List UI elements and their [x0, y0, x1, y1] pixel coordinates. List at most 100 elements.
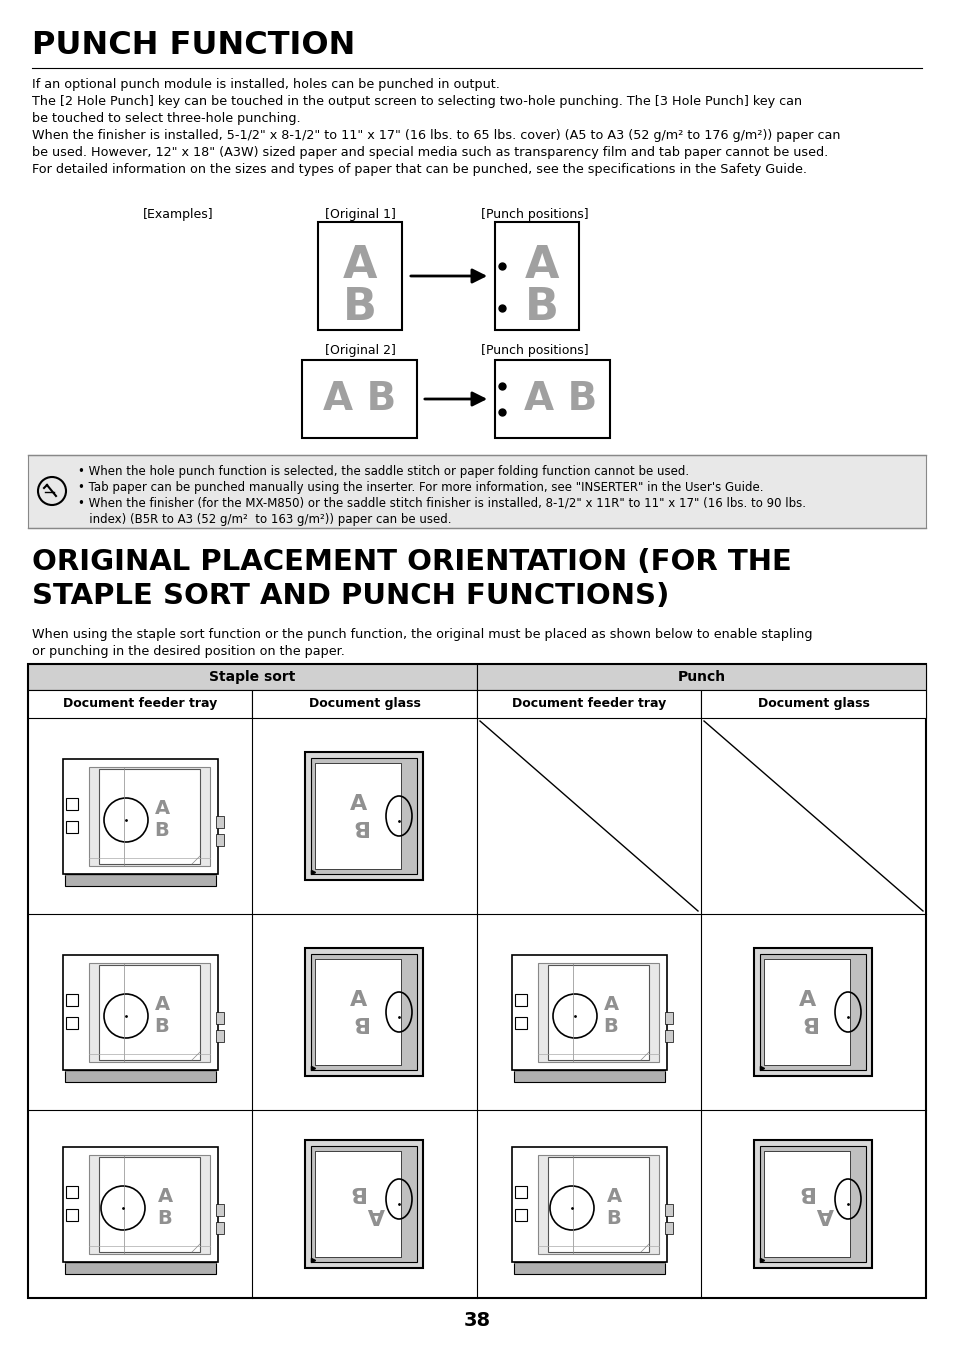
Text: Document feeder tray: Document feeder tray: [512, 697, 665, 711]
Text: A: A: [157, 1186, 172, 1205]
Bar: [66, 994, 78, 1006]
Bar: [89, 767, 210, 866]
Bar: [763, 959, 849, 1065]
Bar: [476, 690, 700, 717]
Bar: [537, 963, 659, 1062]
Text: For detailed information on the sizes and types of paper that can be punched, se: For detailed information on the sizes an…: [32, 163, 806, 176]
Text: B: B: [606, 1209, 620, 1228]
Bar: [63, 955, 218, 1070]
Text: The [2 Hole Punch] key can be touched in the output screen to selecting two-hole: The [2 Hole Punch] key can be touched in…: [32, 95, 801, 108]
Text: When the finisher is installed, 5-1/2" x 8-1/2" to 11" x 17" (16 lbs. to 65 lbs.: When the finisher is installed, 5-1/2" x…: [32, 128, 840, 142]
Text: [Examples]: [Examples]: [143, 208, 213, 222]
Bar: [495, 222, 578, 330]
Bar: [515, 1017, 526, 1029]
Bar: [215, 1012, 224, 1024]
Text: B: B: [347, 1182, 364, 1202]
Bar: [537, 1155, 659, 1254]
Text: or punching in the desired position on the paper.: or punching in the desired position on t…: [32, 644, 345, 658]
Text: A: A: [799, 990, 816, 1011]
Text: B: B: [154, 820, 170, 839]
Text: B: B: [154, 1016, 170, 1035]
Text: B: B: [350, 816, 367, 836]
Bar: [314, 1151, 400, 1256]
Text: B: B: [603, 1016, 618, 1035]
Text: Punch: Punch: [677, 670, 725, 684]
Text: PUNCH FUNCTION: PUNCH FUNCTION: [32, 30, 355, 61]
Text: A: A: [606, 1186, 621, 1205]
Bar: [317, 222, 401, 330]
Bar: [311, 758, 416, 874]
Text: When using the staple sort function or the punch function, the original must be : When using the staple sort function or t…: [32, 628, 812, 640]
Text: [Punch positions]: [Punch positions]: [480, 208, 588, 222]
Bar: [512, 955, 666, 1070]
Bar: [65, 1262, 215, 1274]
Text: STAPLE SORT AND PUNCH FUNCTIONS): STAPLE SORT AND PUNCH FUNCTIONS): [32, 582, 669, 611]
Bar: [760, 954, 865, 1070]
Text: be used. However, 12" x 18" (A3W) sized paper and special media such as transpar: be used. However, 12" x 18" (A3W) sized …: [32, 146, 827, 159]
Bar: [89, 1155, 210, 1254]
Text: [Original 1]: [Original 1]: [324, 208, 395, 222]
Bar: [99, 1156, 200, 1252]
Bar: [215, 1223, 224, 1233]
Bar: [63, 1147, 218, 1262]
Text: • When the hole punch function is selected, the saddle stitch or paper folding f: • When the hole punch function is select…: [78, 465, 688, 478]
Bar: [66, 1209, 78, 1221]
Text: ORIGINAL PLACEMENT ORIENTATION (FOR THE: ORIGINAL PLACEMENT ORIENTATION (FOR THE: [32, 549, 791, 576]
Bar: [215, 1029, 224, 1042]
Text: 38: 38: [463, 1310, 490, 1329]
Bar: [305, 1140, 422, 1269]
Bar: [89, 963, 210, 1062]
Bar: [314, 959, 400, 1065]
Bar: [66, 821, 78, 834]
Bar: [99, 769, 200, 865]
Text: B: B: [799, 1012, 816, 1032]
Bar: [66, 1017, 78, 1029]
Bar: [314, 763, 400, 869]
Bar: [515, 994, 526, 1006]
Text: • When the finisher (for the MX-M850) or the saddle stitch finisher is installed: • When the finisher (for the MX-M850) or…: [78, 497, 805, 509]
Bar: [547, 1156, 648, 1252]
Bar: [664, 1012, 672, 1024]
Bar: [547, 965, 648, 1061]
Bar: [311, 1146, 416, 1262]
Text: B: B: [524, 286, 558, 330]
Bar: [65, 874, 215, 886]
Text: A B: A B: [523, 380, 597, 417]
Bar: [664, 1223, 672, 1233]
Text: index) (B5R to A3 (52 g/m²  to 163 g/m²)) paper can be used.: index) (B5R to A3 (52 g/m² to 163 g/m²))…: [78, 513, 451, 526]
Text: A: A: [350, 990, 367, 1011]
Bar: [495, 359, 609, 438]
Bar: [753, 1140, 871, 1269]
Bar: [215, 816, 224, 828]
Text: B: B: [796, 1182, 813, 1202]
Bar: [28, 455, 925, 528]
Text: Staple sort: Staple sort: [209, 670, 295, 684]
Text: B: B: [343, 286, 376, 330]
Bar: [66, 798, 78, 811]
Text: A: A: [524, 245, 558, 288]
Text: A: A: [603, 994, 618, 1013]
Bar: [760, 1146, 865, 1262]
Bar: [252, 690, 476, 717]
Bar: [66, 1186, 78, 1198]
Bar: [476, 663, 925, 690]
Text: B: B: [157, 1209, 172, 1228]
Bar: [215, 834, 224, 846]
Text: Document glass: Document glass: [308, 697, 420, 711]
Bar: [763, 1151, 849, 1256]
Bar: [700, 690, 925, 717]
Text: A B: A B: [322, 380, 395, 417]
Text: Document feeder tray: Document feeder tray: [63, 697, 217, 711]
Bar: [305, 753, 422, 880]
Bar: [99, 965, 200, 1061]
Bar: [753, 948, 871, 1075]
Bar: [28, 690, 252, 717]
Bar: [512, 1147, 666, 1262]
Text: A: A: [154, 798, 170, 817]
Bar: [215, 1204, 224, 1216]
Bar: [664, 1204, 672, 1216]
Bar: [664, 1029, 672, 1042]
Bar: [65, 1070, 215, 1082]
Bar: [311, 954, 416, 1070]
Text: B: B: [350, 1012, 367, 1032]
